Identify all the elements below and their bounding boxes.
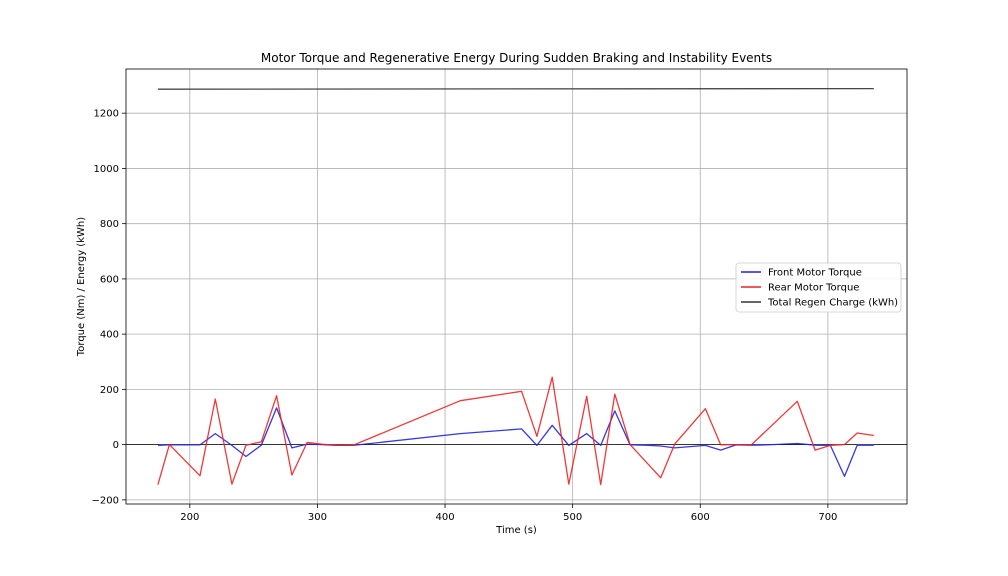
legend-label-2: Total Regen Charge (kWh) [767,298,898,309]
x-tick-label: 600 [691,512,710,523]
y-tick-label: 800 [100,219,119,230]
y-tick-label: −200 [92,495,119,506]
y-axis-label: Torque (Nm) / Energy (kWh) [76,217,87,357]
legend-label-0: Front Motor Torque [768,268,862,279]
y-axis: −200 0 200 400 600 800 1000 1200 [92,109,126,506]
x-tick-label: 200 [180,512,199,523]
y-tick-label: 0 [113,440,119,451]
y-tick-label: 1200 [94,109,119,120]
series-line-1 [157,376,874,486]
x-tick-label: 500 [563,512,582,523]
legend-box [735,262,902,313]
y-tick-label: 200 [100,385,119,396]
chart-title: Motor Torque and Regenerative Energy Dur… [261,51,772,65]
y-tick-label: 600 [100,274,119,285]
y-tick-label: 1000 [94,164,119,175]
y-tick-label: 400 [100,330,119,341]
series-line-2 [157,87,874,90]
x-axis-label: Time (s) [495,525,537,536]
plot-frame [125,68,908,505]
x-tick-label: 700 [818,512,837,523]
legend-label-1: Rear Motor Torque [768,283,859,294]
x-tick-label: 300 [308,512,327,523]
series-line-0 [157,407,874,478]
x-axis: 200 300 400 500 600 700 [180,504,837,523]
series-layer [157,87,874,486]
x-tick-label: 400 [435,512,454,523]
legend: Front Motor Torque Rear Motor Torque Total… [735,262,902,313]
